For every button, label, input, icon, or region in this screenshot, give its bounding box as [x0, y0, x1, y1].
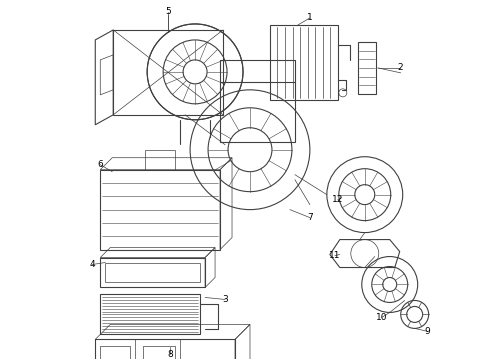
Bar [145, 150, 175, 170]
Bar [113, 30, 223, 115]
Text: 9: 9 [425, 327, 431, 336]
Bar [220, 82, 295, 142]
Text: 12: 12 [332, 195, 343, 204]
Text: 2: 2 [397, 63, 402, 72]
Bar [105, 262, 200, 283]
Text: 3: 3 [222, 295, 228, 304]
Bar [358, 42, 376, 94]
Bar [143, 346, 175, 360]
Text: 7: 7 [307, 213, 313, 222]
Bar [270, 25, 338, 100]
Text: 11: 11 [329, 251, 341, 260]
Bar [100, 294, 200, 334]
Text: 10: 10 [376, 313, 388, 322]
Text: 6: 6 [98, 160, 103, 169]
Bar [100, 257, 205, 288]
Text: 1: 1 [307, 13, 313, 22]
Text: 8: 8 [167, 350, 173, 359]
Bar [100, 346, 130, 360]
Bar [100, 170, 220, 249]
Text: 5: 5 [165, 8, 171, 17]
Bar [95, 339, 235, 360]
Text: 4: 4 [90, 260, 95, 269]
